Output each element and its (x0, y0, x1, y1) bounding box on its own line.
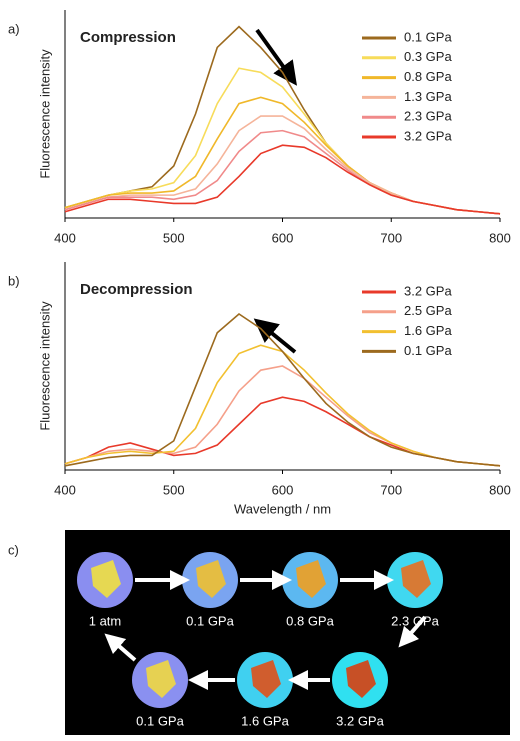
arrow (253, 318, 297, 354)
crystal (91, 560, 121, 598)
legend-label: 1.3 GPa (404, 89, 452, 104)
x-tick-label: 700 (380, 230, 402, 245)
panel-label: c) (8, 542, 19, 557)
photo-caption: 2.3 GPa (391, 613, 439, 628)
legend-label: 2.3 GPa (404, 109, 452, 124)
legend-label: 0.1 GPa (404, 29, 452, 44)
legend-label: 0.8 GPa (404, 69, 452, 84)
arrow (398, 615, 427, 648)
spectrum-line (64, 312, 501, 467)
x-tick-label: 600 (272, 230, 294, 245)
photo-caption: 0.8 GPa (286, 613, 334, 628)
x-tick-label: 600 (272, 482, 294, 497)
crystal (146, 660, 176, 698)
chart-title: Decompression (80, 281, 193, 298)
crystal (296, 560, 326, 598)
legend-label: 1.6 GPa (404, 323, 452, 338)
x-tick-label: 500 (163, 230, 185, 245)
panel-label: b) (8, 273, 20, 288)
photo-background (65, 530, 510, 735)
legend-label: 3.2 GPa (404, 283, 452, 298)
x-tick-label: 400 (54, 230, 76, 245)
x-tick-label: 800 (489, 482, 511, 497)
panel-label: a) (8, 21, 20, 36)
y-axis-label: Fluorescence intensity (37, 49, 52, 179)
x-tick-label: 400 (54, 482, 76, 497)
spectrum-line (64, 144, 501, 215)
photo-caption: 3.2 GPa (336, 713, 384, 728)
chart-title: Compression (80, 29, 176, 46)
legend-label: 2.5 GPa (404, 303, 452, 318)
x-tick-label: 800 (489, 230, 511, 245)
legend-label: 3.2 GPa (404, 128, 452, 143)
arrow (104, 633, 137, 662)
crystal (251, 660, 281, 698)
legend-label: 0.3 GPa (404, 49, 452, 64)
x-tick-label: 500 (163, 482, 185, 497)
x-tick-label: 700 (380, 482, 402, 497)
crystal (346, 660, 376, 698)
photo-caption: 1 atm (89, 613, 122, 628)
legend-label: 0.1 GPa (404, 343, 452, 358)
photo-caption: 1.6 GPa (241, 713, 289, 728)
crystal (196, 560, 226, 598)
arrow (255, 28, 297, 86)
crystal (401, 560, 431, 598)
y-axis-label: Fluorescence intensity (37, 301, 52, 431)
photo-caption: 0.1 GPa (136, 713, 184, 728)
photo-caption: 0.1 GPa (186, 613, 234, 628)
spectrum-line (64, 344, 501, 467)
x-axis-label: Wavelength / nm (234, 501, 331, 516)
